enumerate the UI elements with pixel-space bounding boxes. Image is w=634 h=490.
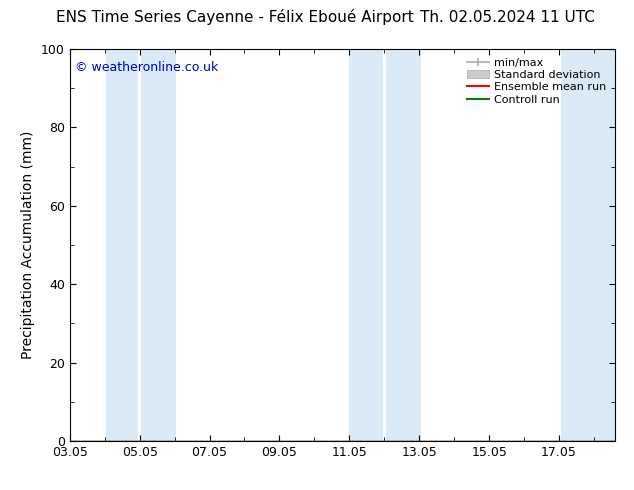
Text: Th. 02.05.2024 11 UTC: Th. 02.05.2024 11 UTC xyxy=(420,10,595,24)
Text: © weatheronline.co.uk: © weatheronline.co.uk xyxy=(75,61,219,74)
Y-axis label: Precipitation Accumulation (mm): Precipitation Accumulation (mm) xyxy=(22,131,36,359)
Bar xyxy=(349,49,382,441)
Legend: min/max, Standard deviation, Ensemble mean run, Controll run: min/max, Standard deviation, Ensemble me… xyxy=(464,54,609,108)
Bar xyxy=(561,49,615,441)
Bar xyxy=(141,49,176,441)
Text: ENS Time Series Cayenne - Félix Eboué Airport: ENS Time Series Cayenne - Félix Eboué Ai… xyxy=(56,9,413,25)
Bar xyxy=(107,49,138,441)
Bar xyxy=(386,49,421,441)
